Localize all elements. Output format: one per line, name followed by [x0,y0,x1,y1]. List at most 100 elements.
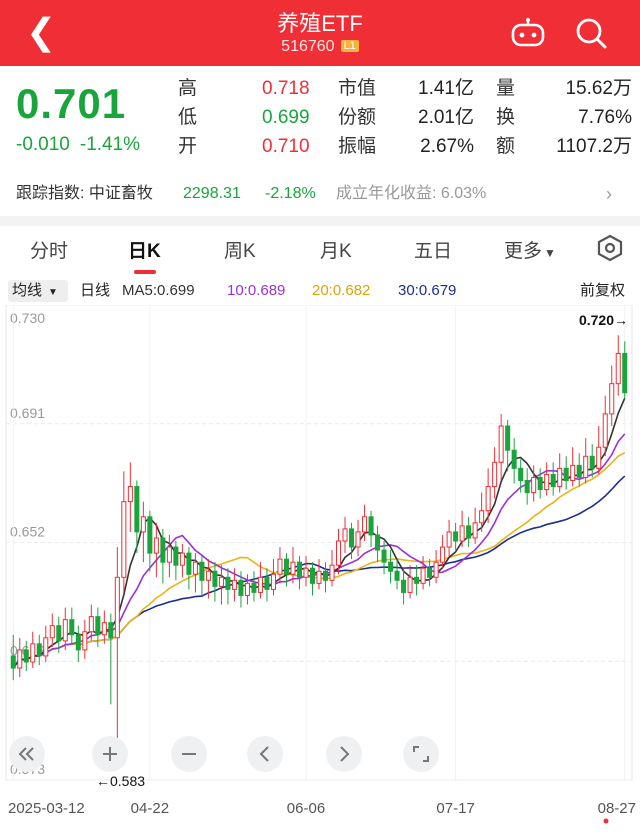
candle [602,395,608,457]
annualized-return: 成立年化收益: 6.03% [336,185,487,202]
settings-hexagon-icon[interactable] [596,234,624,262]
caret-down-icon: ▼ [544,246,556,260]
candle [394,559,400,590]
candle [140,501,146,563]
robot-assistant-icon[interactable] [510,18,546,48]
tracking-index-row[interactable]: 跟踪指数: 中证畜牧 2298.31 -2.18% 成立年化收益: 6.03% … [0,174,640,214]
candle [511,438,517,484]
mktcap-label: 市值 [338,78,377,99]
vol-label: 量 [496,78,516,99]
candle [583,438,589,484]
section-divider [0,216,640,226]
fullscreen-icon[interactable] [403,736,439,772]
chevron-right-icon: › [606,184,612,204]
today-marker [603,818,609,824]
back-icon[interactable]: ❮ [26,11,57,52]
candle [322,562,329,593]
candle [316,559,322,590]
candle [362,504,368,541]
mktcap-value: 1.41亿 [418,78,474,99]
candle [56,616,62,653]
max-price-label: 0.720→ [579,312,628,328]
candle [557,453,563,493]
y-tick-label: 0.691 [10,405,45,421]
candle [82,619,88,659]
candle [179,544,185,578]
ma10-label: 10:0.689 [227,282,286,299]
candle [368,510,374,548]
candle [257,562,263,599]
tab-daily-k[interactable]: 日K [128,236,161,274]
candle [518,459,524,493]
candle [479,492,485,532]
vol-value: 15.62万 [565,78,632,99]
prev-icon[interactable] [247,736,283,772]
min-price-label: ←0.583 [96,773,145,789]
high-label: 高 [178,78,198,99]
shares-label: 份额 [338,107,377,128]
fund-code-row: 516760 L1 [0,38,640,56]
tab-weekly-k[interactable]: 周K [224,241,256,262]
adjust-mode[interactable]: 前复权 [580,282,626,299]
fund-code: 516760 [281,38,335,55]
candle [576,453,582,487]
candle [69,607,75,644]
candle [186,547,192,590]
tab-five-day[interactable]: 五日 [414,241,453,262]
candle [459,510,465,548]
zoom-in-icon[interactable] [92,736,128,772]
candle [427,559,433,587]
tab-more[interactable]: 更多 ▼ [504,241,556,262]
next-icon[interactable] [326,736,362,772]
search-icon[interactable] [574,16,608,50]
tracking-index-label: 跟踪指数: 中证畜牧 [16,185,153,202]
candle [622,341,628,399]
kline-chart[interactable]: 0.7300.6910.6520.6120.5730.720→←0.583202… [0,305,640,832]
candle [121,471,127,593]
shrink-icon[interactable] [9,736,45,772]
candle [472,507,478,545]
period-label: 日线 [80,282,111,299]
x-tick-label: 08-27 [598,800,636,817]
candle [492,447,498,499]
tracking-index-value: 2298.31 [183,185,241,202]
last-price: 0.701 [16,80,127,127]
candle [10,634,16,681]
ma5-label: MA5:0.699 [122,282,195,299]
high-value: 0.718 [262,78,310,99]
candle [218,565,224,605]
tab-intraday[interactable]: 分时 [30,241,69,262]
candle [570,447,576,487]
indicator-selector[interactable]: 均线 ▼ [8,280,68,302]
shares-value: 2.01亿 [418,107,474,128]
candle [303,556,309,587]
candle [453,522,459,551]
candle [88,604,94,641]
change-value: -0.010 [16,134,70,155]
candle [251,571,257,602]
candle [264,568,270,602]
candle [505,419,511,472]
tracking-index-change: -2.18% [265,185,316,202]
candle [401,568,407,605]
candle [498,413,504,481]
candle [544,462,550,496]
candle [355,519,361,557]
turn-label: 换 [496,107,516,128]
candle [375,525,381,563]
candle [173,540,179,581]
candle [335,528,342,575]
candle [270,559,276,596]
low-value: 0.699 [262,107,310,128]
candle [329,550,335,587]
x-tick-label: 04-22 [131,800,169,817]
active-tab-indicator [134,270,156,274]
candle [166,534,172,578]
candle [589,444,595,478]
open-value: 0.710 [262,136,310,157]
open-label: 开 [178,136,198,157]
tab-monthly-k[interactable]: 月K [320,241,352,262]
candle [153,522,159,578]
zoom-out-icon[interactable] [171,736,207,772]
candle [36,634,42,666]
